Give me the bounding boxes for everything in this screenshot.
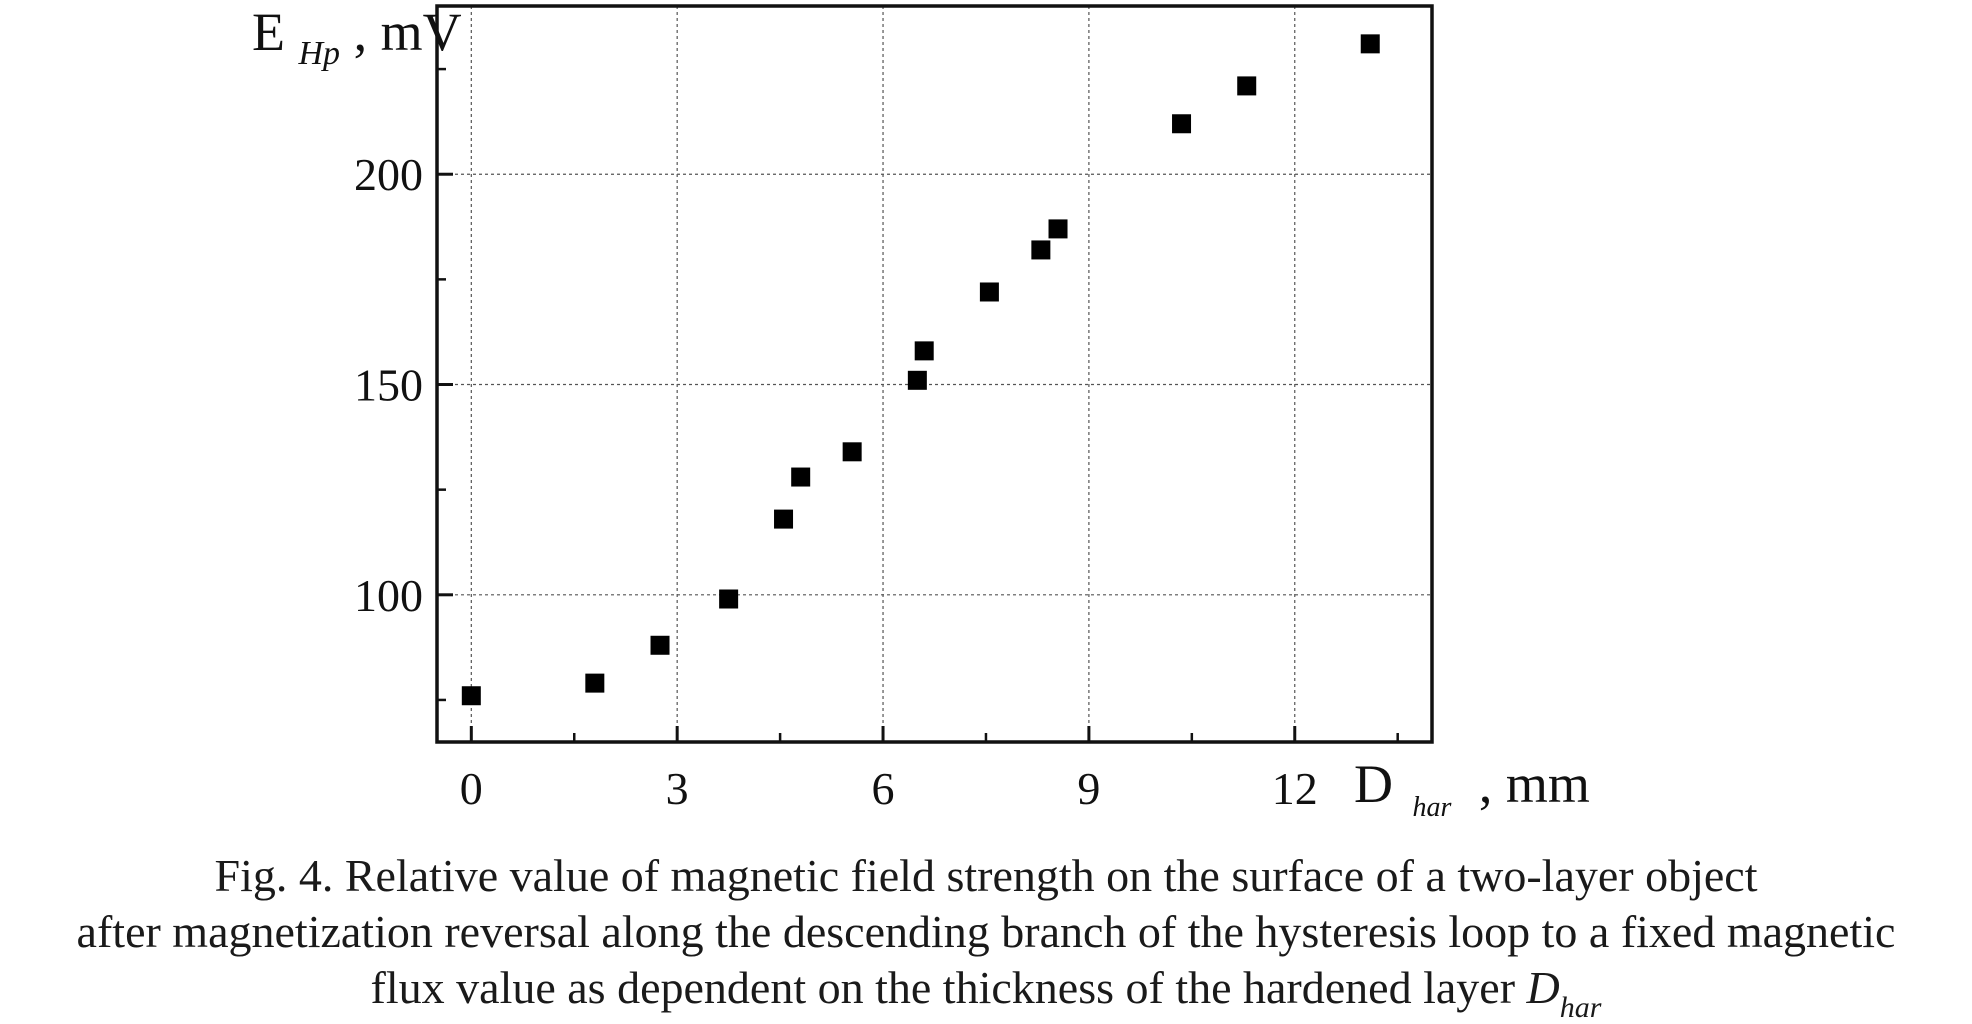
data-point <box>842 442 862 462</box>
y-tick-label: 200 <box>354 149 423 200</box>
plot-frame <box>435 4 1434 744</box>
x-tick-label: 6 <box>872 763 895 814</box>
data-point <box>1172 114 1192 134</box>
axis-labels: E Hp , mV D har , mm 0 3 6 9 12 100 150 200 <box>252 2 1590 828</box>
y-tick-label: 100 <box>354 570 423 621</box>
data-point <box>1048 219 1068 239</box>
figure-caption: Fig. 4. Relative value of magnetic field… <box>0 848 1972 1024</box>
data-points <box>461 34 1380 706</box>
x-axis-title-sub: har <box>1413 792 1452 823</box>
data-point <box>719 589 739 609</box>
data-point <box>1360 34 1380 54</box>
grid <box>437 6 1432 742</box>
y-axis-title-sub: Hp <box>298 35 341 72</box>
data-point <box>907 370 927 390</box>
x-tick-label: 9 <box>1077 763 1100 814</box>
x-axis-title: D har , mm <box>1354 754 1590 828</box>
y-tick-label: 150 <box>354 360 423 411</box>
caption-line-3: flux value as dependent on the thickness… <box>0 960 1972 1024</box>
x-axis-title-main: D <box>1354 754 1393 814</box>
y-axis-title-main: E <box>252 2 285 62</box>
data-point <box>585 673 605 693</box>
x-axis-title-unit: , mm <box>1479 754 1590 814</box>
data-point <box>650 635 670 655</box>
y-axis-title: E Hp , mV <box>252 2 462 76</box>
x-tick-label: 3 <box>666 763 689 814</box>
figure-background <box>0 0 1972 830</box>
x-tick-label: 0 <box>460 763 483 814</box>
data-point <box>914 341 934 361</box>
data-point <box>774 509 794 529</box>
data-point <box>1031 240 1051 260</box>
data-point <box>461 686 481 706</box>
y-axis-title-unit: , mV <box>354 2 462 62</box>
caption-line-1: Fig. 4. Relative value of magnetic field… <box>214 850 1758 901</box>
caption-line-2: after magnetization reversal along the d… <box>76 906 1896 957</box>
x-tick-label: 12 <box>1272 763 1318 814</box>
chart-figure: E Hp , mV D har , mm 0 3 6 9 12 100 150 200 <box>0 0 1972 830</box>
data-point <box>791 467 811 487</box>
caption-symbol-subscript: har <box>1559 991 1602 1024</box>
data-point <box>979 282 999 302</box>
caption-symbol: D <box>1526 962 1560 1013</box>
caption-line-3-text: flux value as dependent on the thickness… <box>370 962 1527 1013</box>
data-point <box>1237 76 1257 96</box>
